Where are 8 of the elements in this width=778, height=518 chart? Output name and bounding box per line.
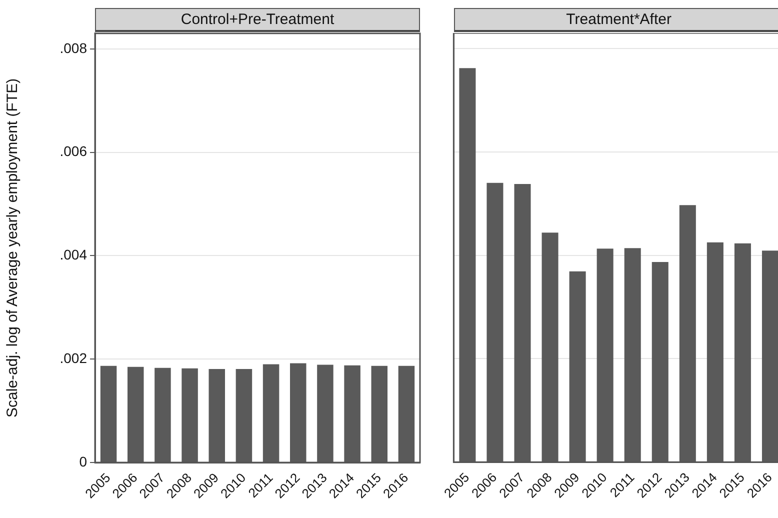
y-tick-label: .002 (60, 350, 88, 366)
y-tick-label: .008 (60, 39, 88, 56)
chart-title: Treatment*After (454, 8, 778, 32)
y-tick-label: 0 (79, 452, 88, 469)
y-tick-label: .006 (60, 142, 88, 159)
chart-title: Control+Pre-Treatment (95, 8, 420, 32)
y-tick-label: .004 (60, 246, 88, 262)
y-axis-title: Scale-adj. log of Average yearly employment (FTE) (4, 78, 22, 418)
